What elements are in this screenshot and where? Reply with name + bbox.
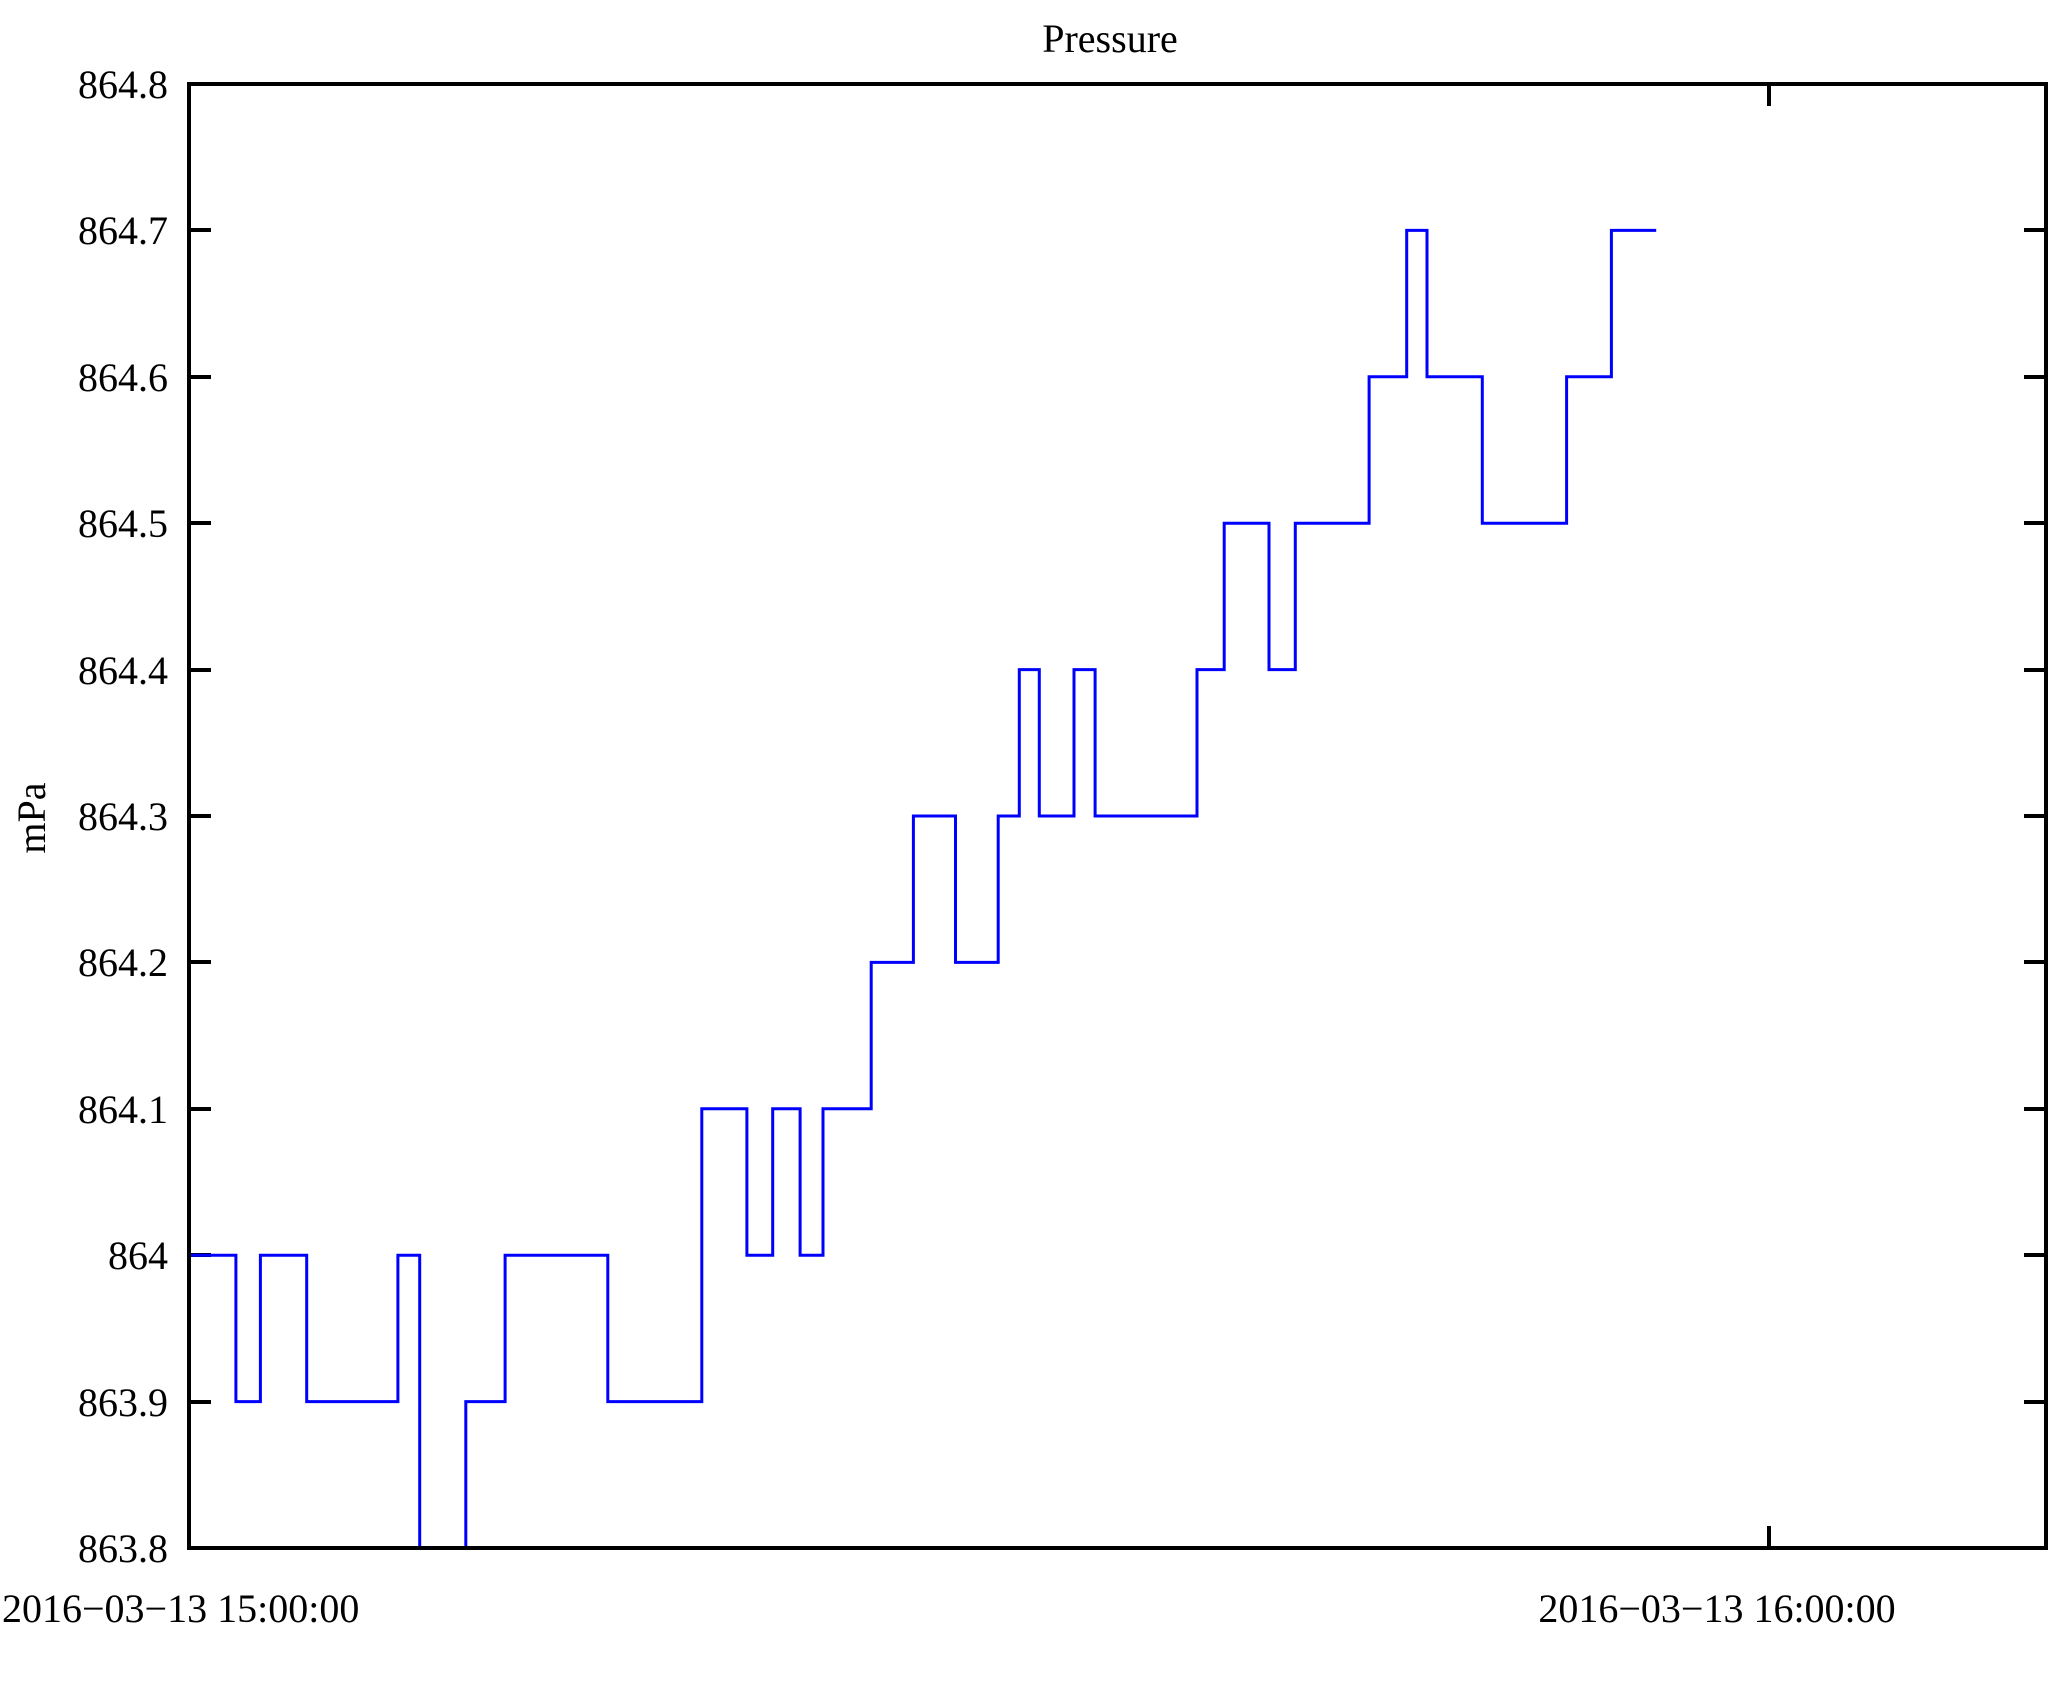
- y-axis-ticks: [189, 228, 211, 1404]
- chart-title: Pressure: [1042, 16, 1178, 61]
- x-tick-label-left: 2016−03−13 15:00:00: [2, 1586, 359, 1631]
- y-tick-label: 864: [108, 1233, 168, 1278]
- y-tick-label: 864.4: [78, 648, 168, 693]
- y-axis-title: mPa: [9, 782, 54, 853]
- y-tick-label: 864.5: [78, 501, 168, 546]
- y-axis-ticks-right: [2024, 228, 2046, 1404]
- plot-frame: [187, 82, 2048, 1550]
- y-tick-label: 864.6: [78, 355, 168, 400]
- y-tick-label: 864.2: [78, 940, 168, 985]
- y-tick-label: 864.1: [78, 1087, 168, 1132]
- x-tick-label-right: 2016−03−13 16:00:00: [1538, 1586, 1895, 1631]
- y-tick-label: 864.8: [78, 62, 168, 107]
- y-tick-label: 863.8: [78, 1526, 168, 1571]
- y-axis-tick-labels: 864.8 864.7 864.6 864.5 864.4 864.3 864.2 864.1…: [78, 62, 168, 1571]
- y-tick-label: 864.7: [78, 208, 168, 253]
- y-tick-label: 863.9: [78, 1380, 168, 1425]
- pressure-series-line: [187, 228, 1657, 1550]
- y-tick-label: 864.3: [78, 794, 168, 839]
